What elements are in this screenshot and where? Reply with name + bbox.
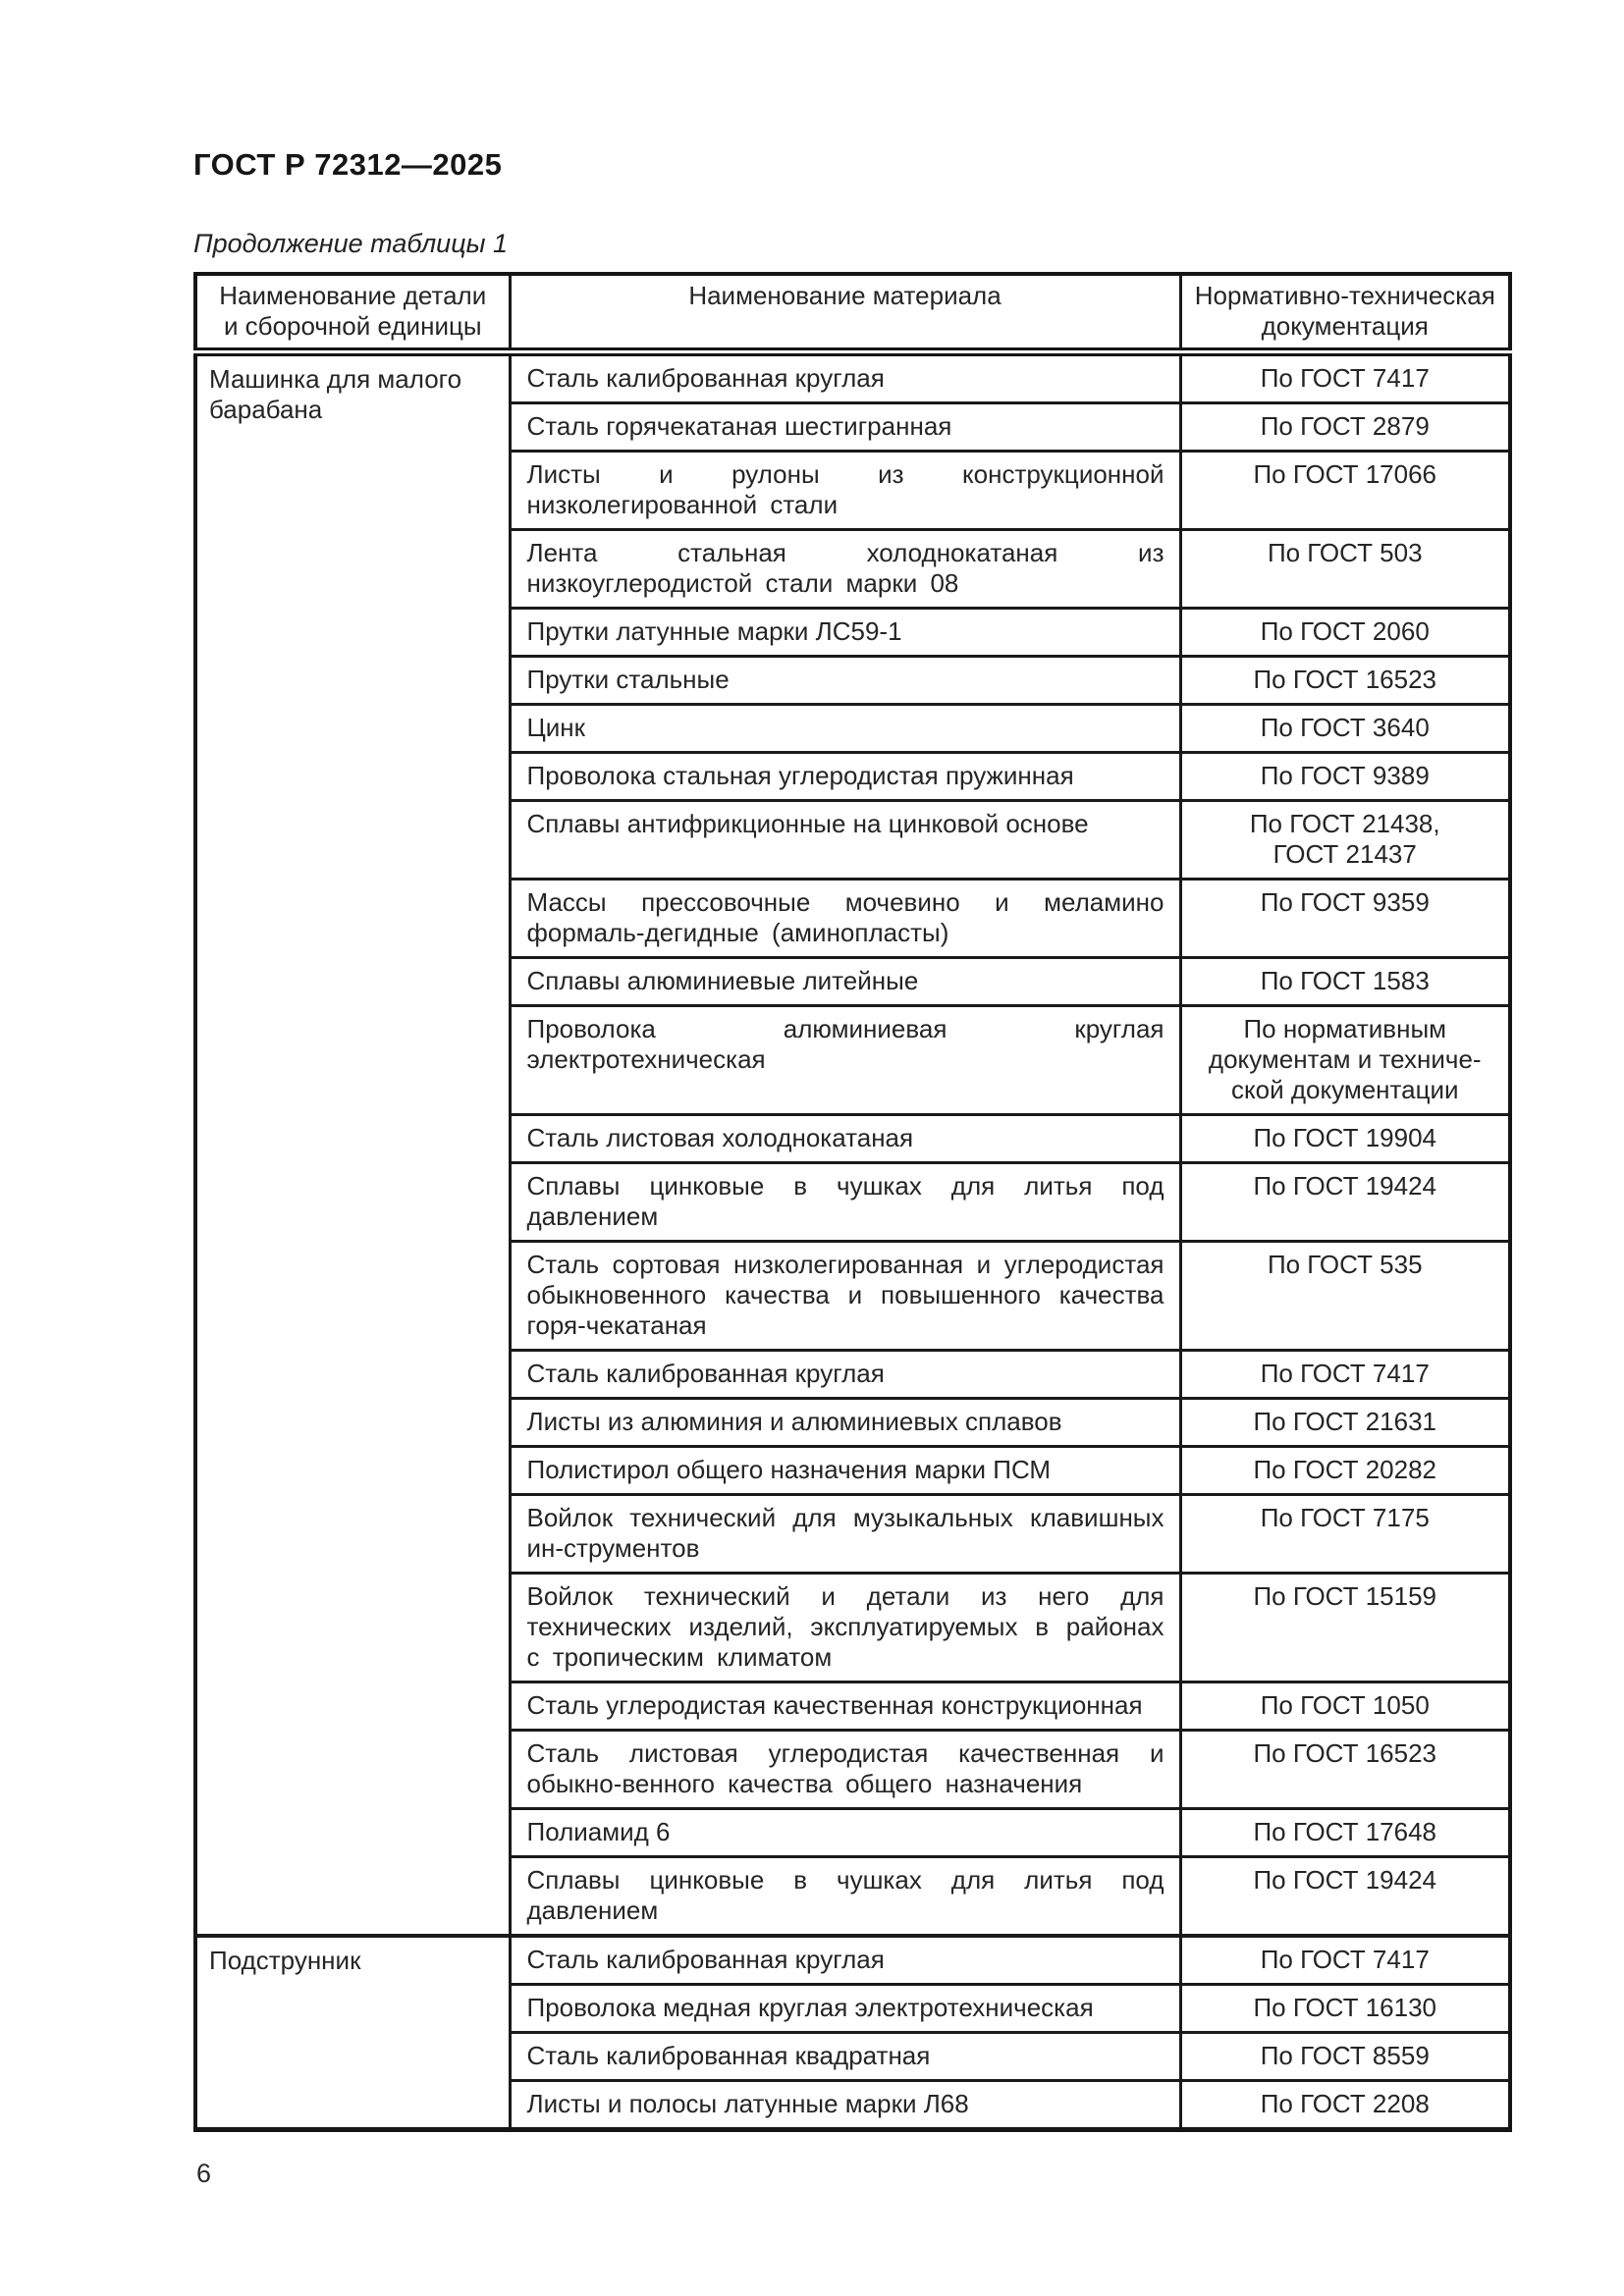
- table-row: Сталь калиброванная квадратная По ГОСТ 85…: [195, 2031, 1512, 2082]
- column-header-material: Наименование материала: [508, 272, 1182, 356]
- material-cell: Прутки латунные марки ЛС59-1: [508, 607, 1182, 658]
- header-row: Наименование детали и сборочной единицы …: [193, 272, 1512, 356]
- doc-cell: По ГОСТ 7417: [1178, 1934, 1512, 1986]
- table-row: Прутки латунные марки ЛС59-1 По ГОСТ 2060: [195, 607, 1512, 658]
- doc-cell: По ГОСТ 15159: [1178, 1572, 1512, 1683]
- table-row: Сталь листовая углеродистая качественная…: [195, 1729, 1512, 1810]
- doc-cell: По ГОСТ 8559: [1178, 2031, 1512, 2082]
- material-cell: Листы и рулоны из конструкционной низкол…: [508, 450, 1182, 531]
- table-row: Сплавы антифрикционные на цинковой основ…: [195, 799, 1512, 881]
- doc-cell: По ГОСТ 7417: [1178, 1349, 1512, 1400]
- column-header-part: Наименование детали и сборочной единицы: [193, 272, 512, 356]
- table-row: Сплавы алюминиевые литейные По ГОСТ 1583: [195, 956, 1512, 1007]
- material-cell: Сталь горячекатаная шестигранная: [508, 401, 1182, 453]
- column-header-doc: Нормативно-техническая документация: [1178, 272, 1512, 356]
- doc-cell: По ГОСТ 2060: [1178, 607, 1512, 658]
- table-row: Сталь сортовая низколегированная и углер…: [195, 1240, 1512, 1352]
- table-body: Машинка для малого барабана Сталь калибро…: [193, 349, 1512, 2131]
- material-cell: Массы прессовочные мочевино и меламино ф…: [508, 878, 1182, 959]
- table-caption: Продолжение таблицы 1: [193, 229, 509, 258]
- standard-number: ГОСТ Р 72312—2025: [193, 147, 503, 182]
- material-cell: Прутки стальные: [508, 655, 1182, 706]
- doc-cell: По ГОСТ 3640: [1178, 703, 1512, 754]
- material-cell: Сталь листовая углеродистая качественная…: [508, 1729, 1182, 1810]
- table-row: Полистирол общего назначения марки ПСМ По…: [195, 1445, 1512, 1496]
- doc-cell: По ГОСТ 17648: [1178, 1807, 1512, 1858]
- material-cell: Сплавы цинковые в чушках для литья под д…: [508, 1161, 1182, 1243]
- table-row: Прутки стальные По ГОСТ 16523: [195, 655, 1512, 706]
- doc-cell: По ГОСТ 7175: [1178, 1493, 1512, 1575]
- doc-cell: По ГОСТ 2208: [1178, 2079, 1512, 2131]
- table-row: Проволока стальная углеродистая пружинна…: [195, 751, 1512, 802]
- table-row: Войлок технический и детали из него для …: [195, 1572, 1512, 1683]
- doc-cell: По ГОСТ 9359: [1178, 878, 1512, 959]
- doc-cell: По ГОСТ 1050: [1178, 1681, 1512, 1732]
- materials-table: Наименование детали и сборочной единицы …: [193, 272, 1512, 2132]
- material-cell: Сталь калиброванная круглая: [508, 1349, 1182, 1400]
- table-row: Машинка для малого барабана Сталь калибро…: [193, 349, 1512, 1938]
- material-cell: Сталь углеродистая качественная конструк…: [508, 1681, 1182, 1732]
- table-row: Полиамид 6 По ГОСТ 17648: [195, 1807, 1512, 1858]
- table-row: Сталь калиброванная круглая По ГОСТ 7417: [195, 1349, 1512, 1400]
- doc-cell: По ГОСТ 19424: [1178, 1855, 1512, 1938]
- doc-cell: По ГОСТ 1583: [1178, 956, 1512, 1007]
- table-row: Сталь углеродистая качественная конструк…: [195, 1681, 1512, 1732]
- doc-cell: По ГОСТ 535: [1178, 1240, 1512, 1352]
- doc-cell: По ГОСТ 16130: [1178, 1983, 1512, 2034]
- table-row: Листы и полосы латунные марки Л68 По ГОСТ…: [195, 2079, 1512, 2131]
- doc-cell: По ГОСТ 503: [1178, 528, 1512, 610]
- table-row: Сплавы цинковые в чушках для литья под д…: [195, 1855, 1512, 1938]
- material-cell: Сталь калиброванная квадратная: [508, 2031, 1182, 2082]
- table-row: Подструнник Сталь калиброванная круглая По…: [193, 1934, 1512, 2131]
- material-cell: Сплавы цинковые в чушках для литья под д…: [508, 1855, 1182, 1938]
- table-row: Массы прессовочные мочевино и меламино ф…: [195, 878, 1512, 959]
- material-cell: Сталь калиброванная круглая: [508, 349, 1182, 404]
- material-cell: Сталь листовая холоднокатаная: [508, 1113, 1182, 1164]
- doc-cell: По ГОСТ 19424: [1178, 1161, 1512, 1243]
- table-row: Цинк По ГОСТ 3640: [195, 703, 1512, 754]
- page-number: 6: [196, 2159, 212, 2188]
- material-cell: Войлок технический и детали из него для …: [508, 1572, 1182, 1683]
- table-row: Сплавы цинковые в чушках для литья под д…: [195, 1161, 1512, 1243]
- material-cell: Листы из алюминия и алюминиевых сплавов: [508, 1397, 1182, 1448]
- material-cell: Проволока медная круглая электротехничес…: [508, 1983, 1182, 2034]
- part-cell: Машинка для малого барабана: [193, 349, 512, 1938]
- table-row: Войлок технический для музыкальных клави…: [195, 1493, 1512, 1575]
- doc-cell: По ГОСТ 20282: [1178, 1445, 1512, 1496]
- doc-cell: По ГОСТ 21438, ГОСТ 21437: [1178, 799, 1512, 881]
- material-cell: Полиамид 6: [508, 1807, 1182, 1858]
- table-row: Сталь листовая холоднокатаная По ГОСТ 199…: [195, 1113, 1512, 1164]
- table-row: Сталь горячекатаная шестигранная По ГОСТ …: [195, 401, 1512, 453]
- material-cell: Цинк: [508, 703, 1182, 754]
- part-cell: Подструнник: [193, 1934, 512, 2131]
- table-header: Наименование детали и сборочной единицы …: [193, 272, 1512, 356]
- doc-cell: По ГОСТ 2879: [1178, 401, 1512, 453]
- material-cell: Листы и полосы латунные марки Л68: [508, 2079, 1182, 2131]
- material-cell: Сталь сортовая низколегированная и углер…: [508, 1240, 1182, 1352]
- table-row: Проволока медная круглая электротехничес…: [195, 1983, 1512, 2034]
- doc-cell: По ГОСТ 9389: [1178, 751, 1512, 802]
- table-row: Листы и рулоны из конструкционной низкол…: [195, 450, 1512, 531]
- table-row: Проволока алюминиевая круглая электротех…: [195, 1004, 1512, 1116]
- table-row: Лента стальная холоднокатаная из низкоуг…: [195, 528, 1512, 610]
- material-cell: Проволока стальная углеродистая пружинна…: [508, 751, 1182, 802]
- material-cell: Проволока алюминиевая круглая электротех…: [508, 1004, 1182, 1116]
- material-cell: Сплавы алюминиевые литейные: [508, 956, 1182, 1007]
- material-cell: Войлок технический для музыкальных клави…: [508, 1493, 1182, 1575]
- doc-cell: По ГОСТ 7417: [1178, 349, 1512, 404]
- material-cell: Полистирол общего назначения марки ПСМ: [508, 1445, 1182, 1496]
- material-cell: Лента стальная холоднокатаная из низкоуг…: [508, 528, 1182, 610]
- material-cell: Сталь калиброванная круглая: [508, 1934, 1182, 1986]
- doc-cell: По нормативным документам и техниче- ско…: [1178, 1004, 1512, 1116]
- table-row: Листы из алюминия и алюминиевых сплавов П…: [195, 1397, 1512, 1448]
- doc-cell: По ГОСТ 17066: [1178, 450, 1512, 531]
- doc-cell: По ГОСТ 21631: [1178, 1397, 1512, 1448]
- doc-cell: По ГОСТ 16523: [1178, 655, 1512, 706]
- doc-cell: По ГОСТ 19904: [1178, 1113, 1512, 1164]
- material-cell: Сплавы антифрикционные на цинковой основ…: [508, 799, 1182, 881]
- doc-cell: По ГОСТ 16523: [1178, 1729, 1512, 1810]
